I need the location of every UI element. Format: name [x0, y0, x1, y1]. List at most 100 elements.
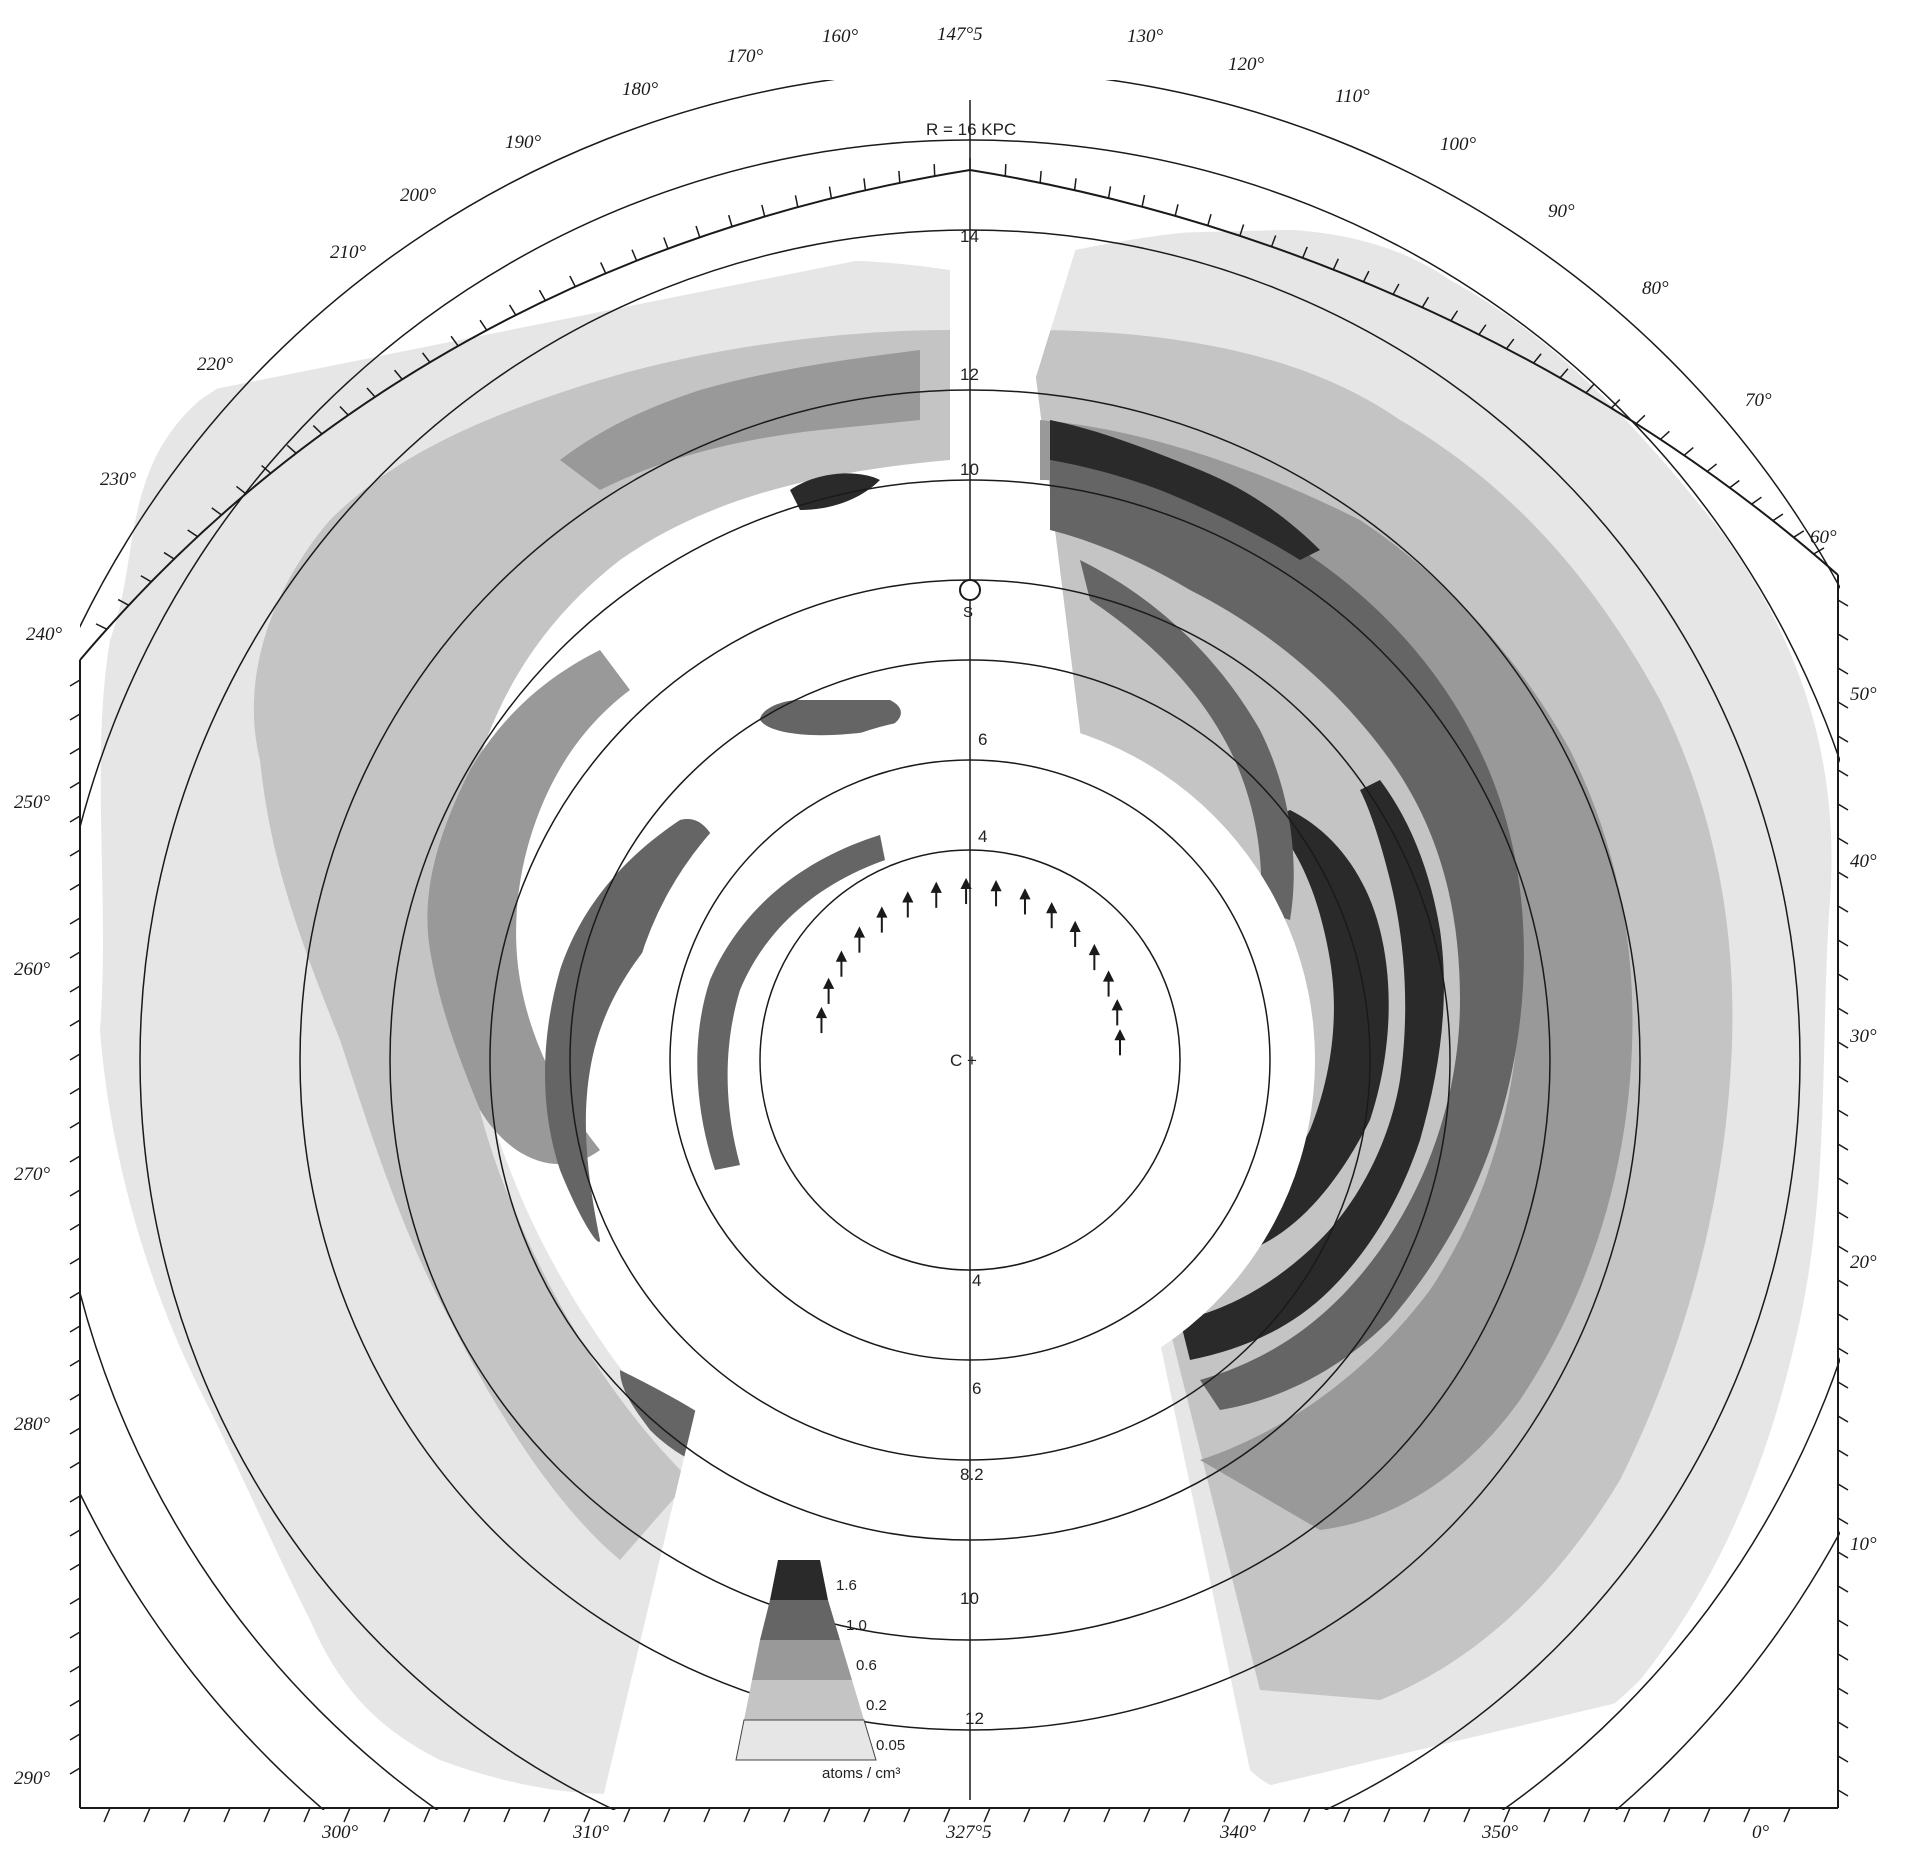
legend-step-3: [752, 1640, 852, 1680]
tick-mark: [69, 1087, 81, 1095]
rotation-arrowhead: [1046, 901, 1058, 914]
tick-mark: [1223, 1807, 1231, 1823]
longitude-label: 147°5: [937, 24, 983, 45]
tick-mark: [1837, 701, 1849, 709]
tick-mark: [727, 214, 733, 227]
legend-label: 0.2: [866, 1697, 887, 1714]
legend-unit: atoms / cm³: [822, 1765, 900, 1782]
longitude-label: 327°5: [945, 1822, 992, 1843]
tick-mark: [1837, 1585, 1849, 1593]
density-contours-right: [1030, 228, 1832, 1790]
tick-mark: [1837, 1245, 1849, 1253]
tick-mark: [1837, 599, 1849, 607]
tick-mark: [183, 1807, 191, 1823]
longitude-label: 270°: [14, 1164, 51, 1185]
longitude-label: 110°: [1335, 86, 1370, 107]
rotation-arrowhead: [960, 877, 972, 890]
tick-mark: [1301, 246, 1308, 259]
tick-mark: [1743, 1807, 1751, 1823]
tick-mark: [1635, 414, 1646, 425]
density-region-arm-right-4: [1080, 560, 1294, 920]
tick-mark: [1103, 1807, 1111, 1823]
longitude-label: 250°: [14, 792, 51, 813]
tick-mark: [1837, 1551, 1849, 1559]
tick-mark: [1073, 178, 1077, 191]
longitude-label: 120°: [1228, 54, 1265, 75]
tick-mark: [828, 186, 833, 199]
tick-mark: [69, 1393, 81, 1401]
tick-mark: [1837, 1381, 1849, 1389]
tick-mark: [1837, 939, 1849, 947]
tick-mark: [312, 425, 323, 435]
tick-mark: [1039, 170, 1042, 183]
rotation-arrowhead: [1019, 888, 1031, 900]
tick-mark: [1263, 1807, 1271, 1823]
tick-mark: [1837, 1619, 1849, 1627]
tick-mark: [761, 204, 766, 217]
tick-mark: [583, 1807, 591, 1823]
longitude-label: 310°: [572, 1822, 610, 1843]
tick-mark: [263, 1807, 271, 1823]
ring-label-upper: 14: [960, 227, 979, 246]
tick-mark: [538, 289, 546, 301]
rotation-arrowhead: [930, 881, 942, 893]
tick-mark: [69, 1767, 81, 1775]
tick-mark: [69, 1733, 81, 1741]
tick-mark: [343, 1807, 351, 1823]
tick-mark: [1332, 258, 1339, 270]
ring-label-upper: 12: [960, 365, 979, 384]
tick-mark: [69, 985, 81, 993]
density-region-high-right: [1040, 420, 1633, 1530]
tick-mark: [1729, 479, 1740, 489]
longitude-label: 50°: [1850, 684, 1877, 705]
density-region-arm-right-3: [1180, 780, 1444, 1360]
density-region-mid: [253, 330, 950, 1560]
lower-ring-labels: 4 6 8.2 10 12: [960, 1271, 984, 1728]
tick-mark: [508, 304, 517, 316]
legend-label: 1.0: [846, 1617, 867, 1634]
tick-mark: [69, 1121, 81, 1129]
longitude-label: 240°: [26, 624, 63, 645]
tick-mark: [823, 1807, 831, 1823]
tick-mark: [1503, 1807, 1511, 1823]
tick-mark: [69, 1325, 81, 1333]
density-region-arm-right-2: [1230, 810, 1389, 1250]
tick-mark: [69, 679, 81, 687]
legend-label: 0.05: [876, 1737, 905, 1754]
tick-mark: [69, 1189, 81, 1197]
rotation-arrowhead: [815, 1006, 828, 1019]
tick-mark: [69, 951, 81, 959]
tick-mark: [1772, 513, 1784, 522]
longitude-label: 180°: [622, 79, 659, 100]
sun-marker: [959, 579, 981, 601]
tick-mark: [1751, 496, 1762, 505]
ring-label-lower: 6: [972, 1379, 981, 1398]
longitude-label: 60°: [1810, 527, 1837, 548]
tick-mark: [1837, 1483, 1849, 1491]
center-label: C +: [950, 1051, 977, 1070]
tick-mark: [69, 1461, 81, 1469]
map-frame: [79, 168, 1839, 1809]
density-region-arm-right-5: [1380, 880, 1610, 1490]
tick-mark: [1837, 1041, 1849, 1049]
tick-mark: [1659, 430, 1670, 440]
tick-mark: [69, 1257, 81, 1265]
density-region-core-left: [790, 473, 880, 510]
tick-mark: [1837, 1721, 1849, 1729]
tick-mark: [69, 1597, 81, 1605]
tick-mark: [117, 598, 130, 606]
density-region-high: [560, 350, 920, 490]
legend-step-4: [744, 1680, 864, 1720]
tick-mark: [1207, 213, 1212, 226]
ring-label-lower: 12: [965, 1709, 984, 1728]
tick-mark: [1837, 1313, 1849, 1321]
tick-mark: [1837, 837, 1849, 845]
longitude-label: 220°: [197, 354, 234, 375]
tick-mark: [703, 1807, 711, 1823]
tick-mark: [1683, 446, 1694, 456]
tick-mark: [743, 1807, 751, 1823]
tick-mark: [69, 1529, 81, 1537]
tick-mark: [450, 335, 459, 347]
tick-mark: [903, 1807, 911, 1823]
